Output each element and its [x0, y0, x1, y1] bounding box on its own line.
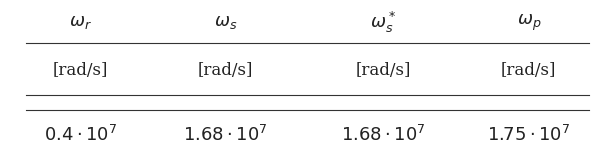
Text: [rad/s]: [rad/s] — [501, 62, 557, 79]
Text: $1.75 \cdot 10^7$: $1.75 \cdot 10^7$ — [487, 125, 571, 145]
Text: $\omega_p$: $\omega_p$ — [516, 12, 541, 33]
Text: [rad/s]: [rad/s] — [52, 62, 108, 79]
Text: $\omega_r$: $\omega_r$ — [69, 13, 92, 31]
Text: $0.4 \cdot 10^7$: $0.4 \cdot 10^7$ — [43, 125, 117, 145]
Text: $1.68 \cdot 10^7$: $1.68 \cdot 10^7$ — [183, 125, 268, 145]
Text: $1.68 \cdot 10^7$: $1.68 \cdot 10^7$ — [341, 125, 426, 145]
Text: [rad/s]: [rad/s] — [356, 62, 411, 79]
Text: [rad/s]: [rad/s] — [198, 62, 253, 79]
Text: $\omega_s$: $\omega_s$ — [214, 13, 238, 31]
Text: $\omega_s^*$: $\omega_s^*$ — [370, 10, 396, 35]
